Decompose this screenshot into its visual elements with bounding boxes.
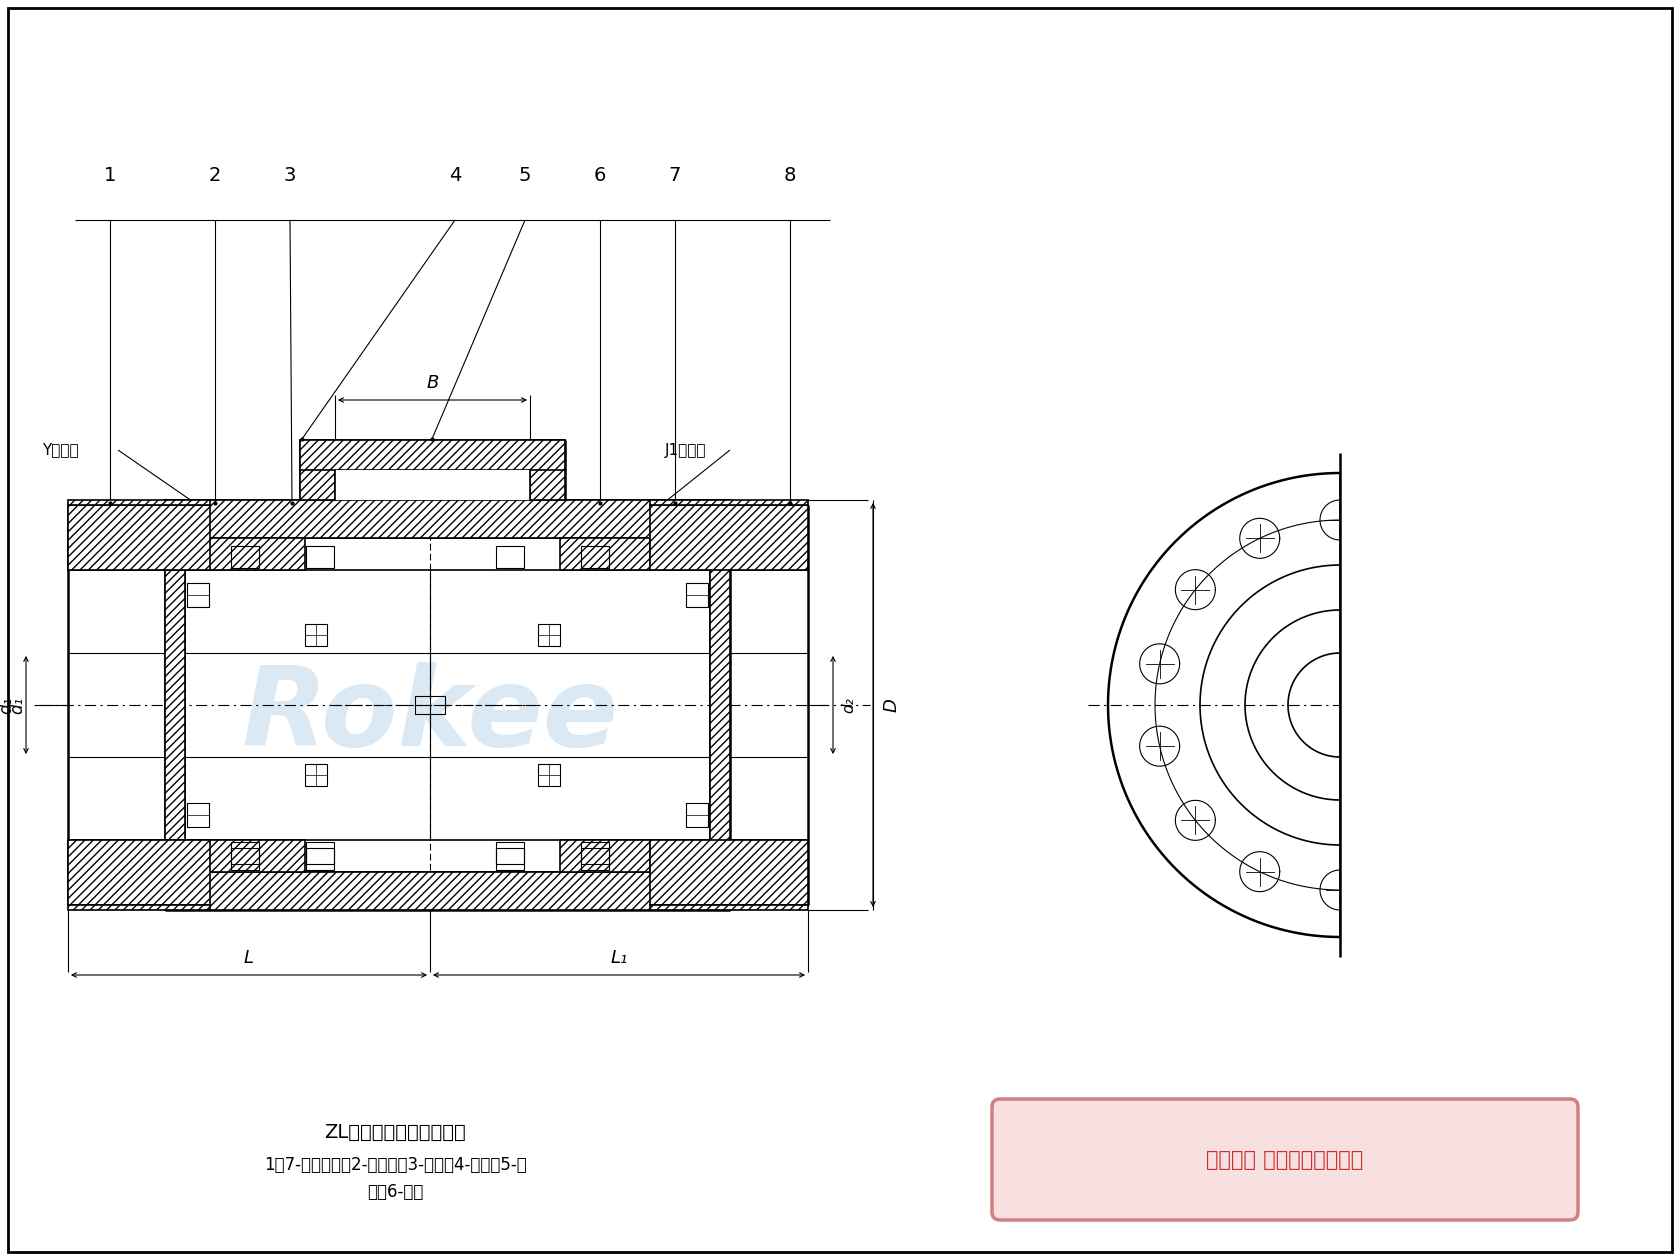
Text: Rokee: Rokee [242, 662, 618, 769]
Bar [650, 905, 808, 910]
Bar [232, 848, 259, 869]
Text: 6: 6 [593, 166, 606, 185]
Text: 4: 4 [449, 166, 462, 185]
Text: B: B [427, 374, 438, 392]
Bar [67, 840, 210, 872]
Bar [306, 842, 334, 864]
Bar [232, 546, 259, 568]
Text: 8: 8 [785, 166, 796, 185]
Bar [538, 764, 559, 786]
Bar [67, 840, 210, 905]
Bar [306, 848, 334, 869]
Bar [67, 538, 210, 570]
Bar [559, 840, 650, 872]
Text: 2: 2 [208, 166, 222, 185]
Bar [186, 803, 208, 827]
Bar [334, 470, 529, 500]
Bar [306, 624, 328, 646]
Text: d₂: d₂ [842, 697, 857, 713]
Bar [306, 764, 328, 786]
Bar [301, 440, 564, 470]
Bar [185, 538, 306, 570]
Text: 1、7-半联轴器；2-外挡板；3-外套；4-柱销；5-螺: 1、7-半联轴器；2-外挡板；3-外套；4-柱销；5-螺 [264, 1155, 526, 1174]
Bar [306, 546, 334, 568]
Bar [711, 500, 731, 910]
Bar [301, 440, 334, 500]
Bar [165, 500, 185, 910]
Text: D: D [884, 698, 900, 712]
Text: ZL型弹性柱销齿式联轴器: ZL型弹性柱销齿式联轴器 [324, 1123, 465, 1142]
Bar [559, 538, 650, 570]
Text: L₁: L₁ [610, 949, 628, 966]
Text: 版权所有 侵权必被严厉追究: 版权所有 侵权必被严厉追究 [1206, 1150, 1364, 1171]
Bar [1341, 449, 1631, 961]
Bar [496, 848, 524, 869]
Bar [415, 696, 445, 714]
Text: L: L [244, 949, 254, 966]
Bar [581, 848, 610, 869]
Text: 5: 5 [519, 166, 531, 185]
Bar [165, 500, 731, 538]
Bar [685, 803, 707, 827]
Bar [529, 440, 564, 500]
Bar [185, 840, 306, 872]
Bar [186, 583, 208, 607]
Bar [1341, 454, 1621, 958]
Bar [685, 583, 707, 607]
Text: d₁: d₁ [8, 697, 25, 713]
Bar [581, 842, 610, 864]
Bar [165, 872, 731, 910]
Bar [496, 546, 524, 568]
Text: 栓；6-垫圈: 栓；6-垫圈 [366, 1183, 423, 1201]
Text: J1型轴孔: J1型轴孔 [665, 442, 707, 457]
Text: d₁: d₁ [0, 697, 15, 713]
Text: 1: 1 [104, 166, 116, 185]
Bar [67, 505, 210, 570]
Text: Y型轴孔: Y型轴孔 [42, 442, 79, 457]
Bar [232, 842, 259, 864]
Text: 7: 7 [669, 166, 680, 185]
FancyBboxPatch shape [991, 1099, 1578, 1220]
Bar [496, 842, 524, 864]
Bar [650, 840, 808, 905]
Bar [67, 500, 210, 505]
Bar [650, 500, 808, 505]
Bar [581, 546, 610, 568]
Bar [650, 505, 808, 570]
Text: 3: 3 [284, 166, 296, 185]
Bar [67, 905, 210, 910]
Bar [538, 624, 559, 646]
